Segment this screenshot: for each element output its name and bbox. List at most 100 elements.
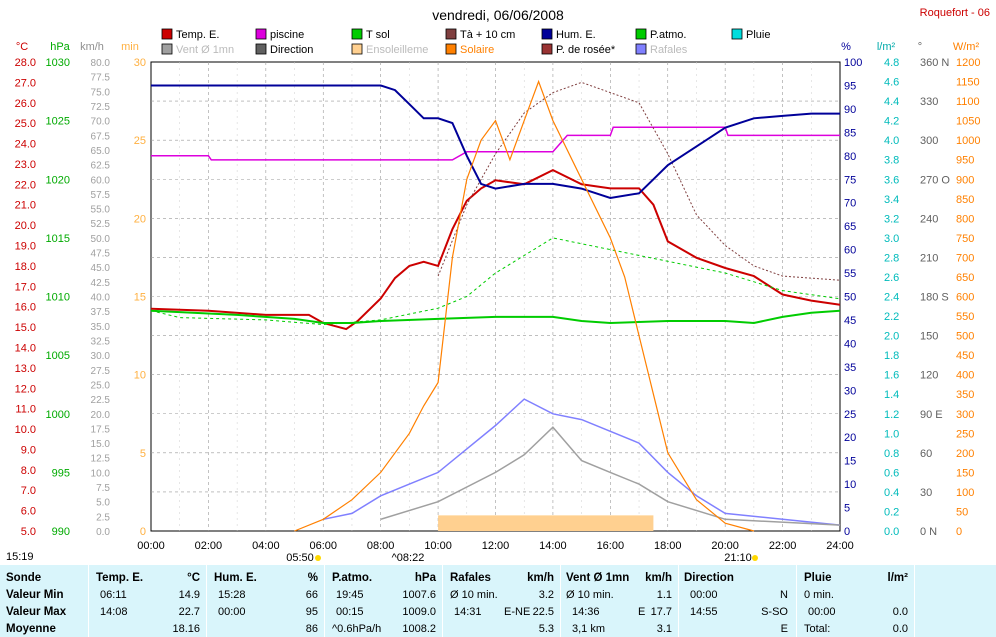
stat-vent-unit: km/h	[645, 572, 672, 584]
stat-dir-max-value: S-SO	[761, 606, 788, 618]
legend-swatch	[635, 28, 647, 40]
stat-rafales-max-value: 22.5	[532, 606, 554, 618]
series-p-atmo-	[150, 237, 841, 326]
legend-label: Ensoleilleme	[366, 44, 428, 56]
axis-tick-hpa: 995	[52, 467, 70, 479]
axis-tick-kmh: 17.5	[91, 424, 111, 435]
axis-tick-solar: 800	[956, 213, 974, 225]
stats-panel: Sonde Valeur Min Valeur Max Moyenne Temp…	[0, 565, 996, 637]
legend-label: Hum. E.	[556, 29, 596, 41]
axis-tick-hum: 60	[844, 245, 856, 257]
axis-tick-kmh: 55.0	[91, 205, 111, 216]
axis-tick-temp: 7.0	[21, 485, 36, 497]
legend-label: P. de rosée*	[556, 44, 616, 56]
axis-tick-solar: 600	[956, 292, 974, 304]
axis-tick-temp: 9.0	[21, 444, 36, 456]
axis-tick-rain: 1.0	[884, 428, 899, 440]
axis-tick-hpa: 1030	[46, 57, 70, 69]
x-tick-label: 16:00	[597, 540, 625, 552]
stat-vent-min-value: 1.1	[656, 589, 672, 601]
x-tick-label: 08:00	[367, 540, 395, 552]
axis-tick-hum: 40	[844, 338, 856, 350]
axis-tick-kmh: 5.0	[96, 498, 110, 509]
stat-direction: Direction 00:00 N 14:55 S-SO E	[678, 565, 796, 637]
legend-label: T sol	[366, 29, 390, 41]
x-tick-label: 18:00	[654, 540, 682, 552]
axis-tick-rain: 4.0	[884, 135, 899, 147]
marker-sunrise-dot	[315, 555, 321, 561]
stat-hum-header: Hum. E.	[214, 572, 257, 584]
axis-tick-rain: 2.0	[884, 331, 899, 343]
axis-tick-rain: 2.6	[884, 272, 899, 284]
axis-tick-rain: 1.2	[884, 409, 899, 421]
axis-tick-hum: 0	[844, 526, 850, 538]
stat-hum-min-time: 15:28	[218, 589, 246, 601]
legend-label: Direction	[270, 44, 313, 56]
row-label-sonde: Sonde	[6, 572, 42, 584]
axis-tick-temp: 20.0	[15, 220, 36, 232]
legend-label: Pluie	[746, 29, 770, 41]
axis-tick-dir: 90 E	[920, 409, 943, 421]
stat-vent-header: Vent Ø 1mn	[566, 572, 630, 584]
legend-swatch	[445, 43, 457, 55]
axis-tick-kmh: 47.5	[91, 249, 111, 260]
axis-tick-rain: 0.8	[884, 448, 899, 460]
axis-tick-hum: 100	[844, 57, 862, 69]
stat-pluie-max-value: 0.0	[892, 606, 908, 618]
axis-tick-kmh: 75.0	[91, 87, 111, 98]
axis-tick-hpa: 1015	[46, 233, 70, 245]
stat-pluie-header: Pluie	[804, 572, 832, 584]
stat-dir-min-time: 00:00	[690, 589, 718, 601]
axis-tick-temp: 23.0	[15, 159, 36, 171]
legend-label: Temp. E.	[176, 29, 219, 41]
axis-tick-hum: 30	[844, 385, 856, 397]
axis-tick-rain: 1.6	[884, 370, 899, 382]
legend-swatch	[541, 28, 553, 40]
axis-tick-hum: 50	[844, 292, 856, 304]
stat-dir-min-value: N	[780, 589, 788, 601]
legend-swatch	[731, 28, 743, 40]
marker-sunset-dot	[752, 555, 758, 561]
series-vent-1mn	[380, 426, 841, 526]
axis-tick-kmh: 27.5	[91, 366, 111, 377]
stat-vent-max-time: 14:36	[572, 606, 600, 618]
axis-tick-dir: 60	[920, 448, 932, 460]
stat-hum-unit: %	[307, 572, 318, 584]
axis-tick-rain: 4.8	[884, 57, 899, 69]
axis-tick-hpa: 1000	[46, 409, 70, 421]
stat-dir-max-time: 14:55	[690, 606, 718, 618]
axis-tick-min: 30	[134, 57, 146, 69]
axis-tick-hpa: 990	[52, 526, 70, 538]
axis-tick-temp: 27.0	[15, 77, 36, 89]
axis-tick-kmh: 25.0	[91, 380, 111, 391]
axis-tick-dir: 240	[920, 213, 938, 225]
stat-vent-max-value: 17.7	[650, 606, 672, 618]
stat-rafales: Rafales km/h Ø 10 min. 3.2 14:31 E-NE 22…	[442, 565, 560, 637]
axis-tick-hum: 35	[844, 362, 856, 374]
axis-tick-hum: 45	[844, 315, 856, 327]
axis-tick-kmh: 10.0	[91, 468, 111, 479]
legend-swatch	[161, 28, 173, 40]
stat-rafales-header: Rafales	[450, 572, 491, 584]
axis-tick-kmh: 67.5	[91, 131, 111, 142]
axis-tick-temp: 24.0	[15, 139, 36, 151]
legend-swatch	[255, 43, 267, 55]
series-t-10-cm	[437, 81, 841, 281]
axis-tick-kmh: 2.5	[96, 512, 110, 523]
axis-unit-temp: °C	[16, 41, 28, 53]
weather-chart: 00:00 02:00 04:00 06:00 08:00 10:00 12:00 14:00…	[6, 7, 990, 564]
stat-patmo-min-value: 1007.6	[402, 589, 436, 601]
axis-tick-min: 20	[134, 213, 146, 225]
axis-tick-hum: 20	[844, 432, 856, 444]
axis-tick-hum: 15	[844, 456, 856, 468]
axis-unit-solar: W/m²	[953, 41, 980, 53]
x-tick-label: 22:00	[769, 540, 797, 552]
stat-hum-max-time: 00:00	[218, 606, 246, 618]
axis-tick-hum: 10	[844, 479, 856, 491]
axis-tick-solar: 750	[956, 233, 974, 245]
axis-unit-hum: %	[841, 41, 851, 53]
stat-rafales-unit: km/h	[527, 572, 554, 584]
axis-tick-kmh: 60.0	[91, 175, 111, 186]
axis-tick-kmh: 0.0	[96, 527, 110, 538]
stat-hum-max-value: 95	[305, 606, 318, 618]
